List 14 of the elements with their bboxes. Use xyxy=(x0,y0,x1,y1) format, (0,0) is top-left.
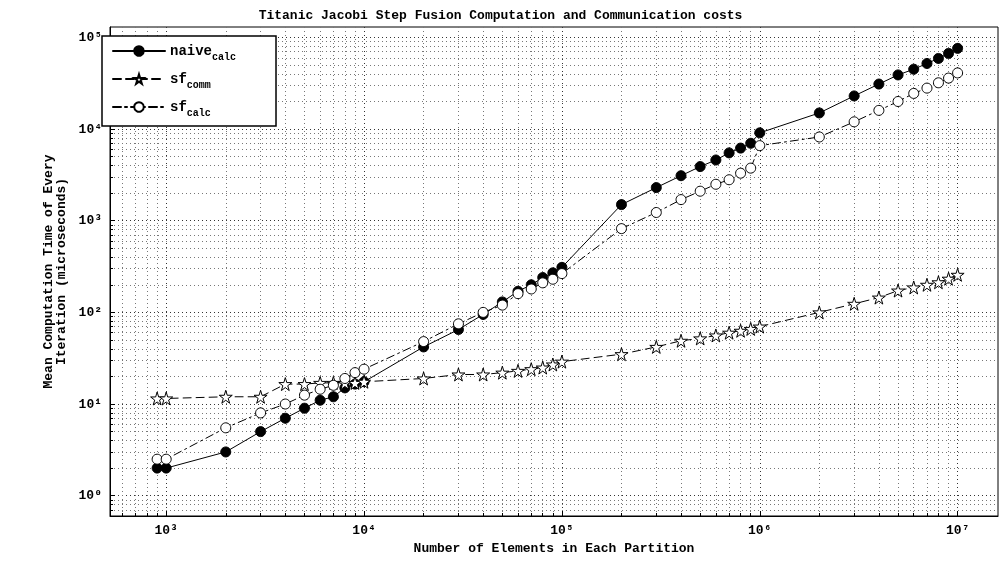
chart-title: Titanic Jacobi Step Fusion Computation and Communication costs xyxy=(258,8,743,23)
y-tick-label: 10³ xyxy=(78,213,102,229)
x-tick-label: 10⁶ xyxy=(748,523,772,538)
y-axis-title: Mean Computation Time of Every Iteration (microseconds) xyxy=(40,154,69,389)
y-tick-label: 10⁰ xyxy=(78,488,102,504)
x-tick-label: 10⁵ xyxy=(550,523,574,538)
x-tick-label: 10⁷ xyxy=(945,523,970,538)
x-axis-title: Number of Elements in Each Partition xyxy=(413,541,695,556)
x-tick-label: 10³ xyxy=(154,523,178,538)
x-tick-label: 10⁴ xyxy=(352,523,376,538)
y-tick-label: 10² xyxy=(78,304,102,320)
y-tick-label: 10⁵ xyxy=(78,29,102,45)
y-tick-label: 10⁴ xyxy=(78,121,102,137)
y-tick-label: 10¹ xyxy=(78,396,102,412)
